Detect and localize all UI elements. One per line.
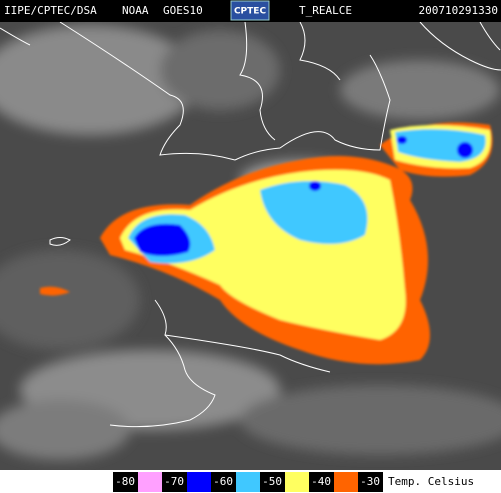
legend-unit: Temp. Celsius <box>388 475 474 488</box>
legend-label: -60 <box>213 475 233 488</box>
logo-box <box>230 0 270 21</box>
cloud-tops <box>40 122 493 365</box>
header-source: IIPE/CPTEC/DSA <box>4 4 97 17</box>
legend-swatch <box>236 472 260 492</box>
legend-label: -50 <box>262 475 282 488</box>
legend-swatch <box>138 472 162 492</box>
header-product: T_REALCE <box>299 4 352 17</box>
legend: -80 -70 -60 -50 -40 -30 <box>113 472 383 492</box>
header-satellite: GOES10 <box>163 4 203 17</box>
legend-swatch <box>334 472 358 492</box>
legend-swatch <box>187 472 211 492</box>
header-timestamp: 200710291330 <box>419 4 498 17</box>
header-agency: NOAA <box>122 4 149 17</box>
cloud-haze <box>0 25 501 460</box>
legend-label-box <box>260 472 285 492</box>
legend-label-box <box>113 472 138 492</box>
legend-label: -70 <box>164 475 184 488</box>
legend-label-box <box>309 472 334 492</box>
legend-label: -40 <box>311 475 331 488</box>
legend-label: -80 <box>115 475 135 488</box>
legend-label-box <box>211 472 236 492</box>
legend-label: -30 <box>360 475 380 488</box>
coastlines <box>0 21 501 428</box>
legend-swatch <box>285 472 309 492</box>
legend-label-box <box>358 472 383 492</box>
legend-label-box <box>162 472 187 492</box>
header-logo: CPTEC <box>234 7 266 17</box>
